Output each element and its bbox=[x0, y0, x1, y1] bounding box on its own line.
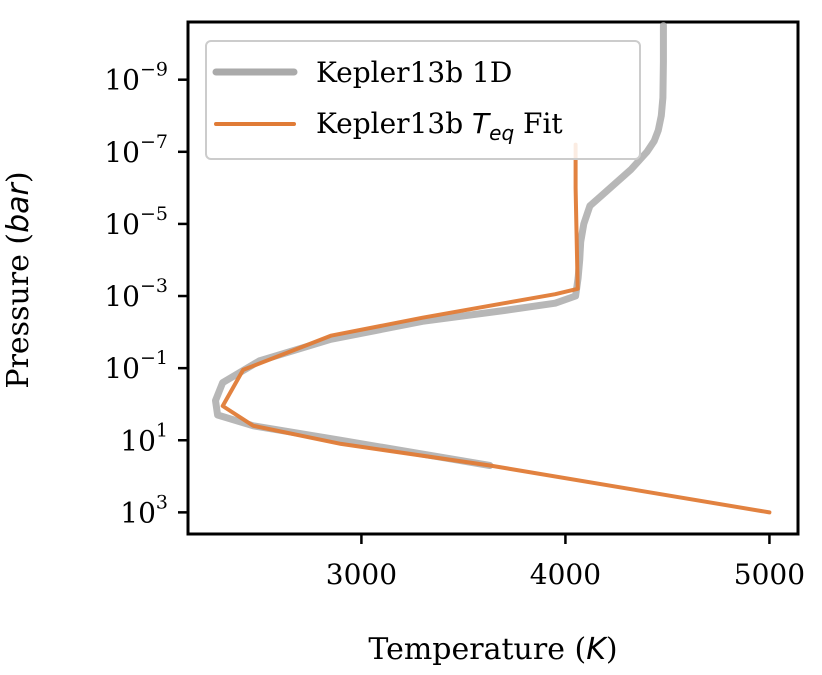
y-tick-label: 103 bbox=[120, 491, 168, 529]
y-axis: 10−9 10−7 10−5 10−3 10−1 101 103 bbox=[104, 59, 188, 529]
x-axis-title: Temperature (K) bbox=[368, 632, 617, 667]
legend-box bbox=[205, 40, 641, 160]
x-axis: 3000 4000 5000 bbox=[326, 534, 805, 591]
x-tick-label: 4000 bbox=[530, 558, 601, 591]
legend: Kepler13b 1D Kepler13b Teq Fit bbox=[205, 40, 641, 160]
y-tick-label: 10−5 bbox=[104, 203, 168, 241]
y-tick-label: 10−9 bbox=[104, 59, 168, 97]
x-tick-label: 3000 bbox=[326, 558, 397, 591]
y-tick-label: 101 bbox=[120, 419, 168, 457]
legend-label-1d: Kepler13b 1D bbox=[316, 56, 512, 89]
y-tick-label: 10−7 bbox=[104, 131, 168, 169]
x-tick-label: 5000 bbox=[734, 558, 805, 591]
series-line-teq-fit bbox=[220, 142, 772, 515]
y-tick-label: 10−1 bbox=[104, 347, 168, 385]
y-axis-title: Pressure (bar) bbox=[1, 171, 36, 388]
plot-frame bbox=[186, 20, 800, 536]
legend-label-fit: Kepler13b Teq Fit bbox=[316, 107, 563, 145]
y-tick-label: 10−3 bbox=[104, 275, 168, 313]
series-layer bbox=[212, 22, 772, 515]
